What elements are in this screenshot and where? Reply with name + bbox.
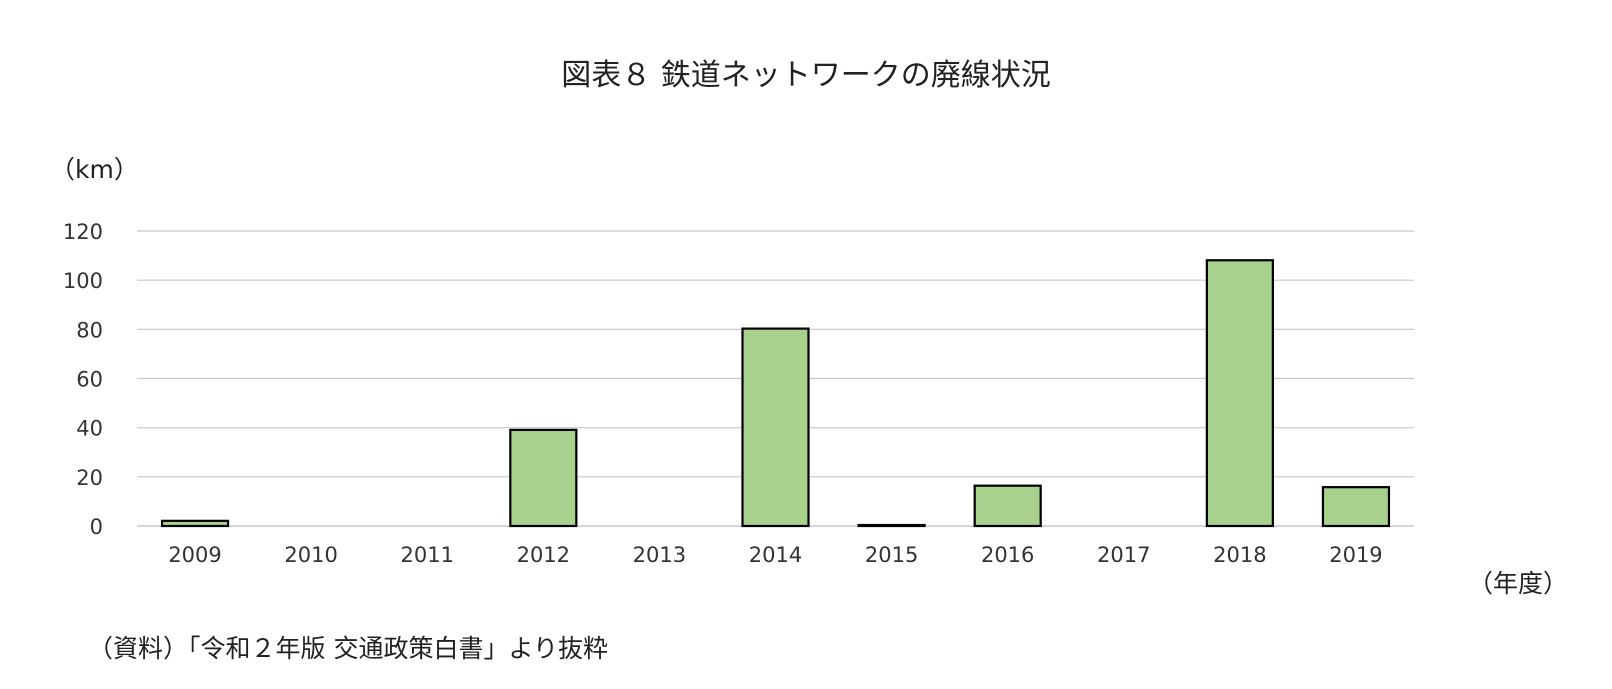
y-tick-label: 120	[63, 220, 103, 244]
bar	[741, 327, 810, 528]
y-axis-unit-label: （km）	[50, 155, 139, 184]
y-tick-label: 0	[90, 515, 103, 539]
bar	[857, 523, 926, 528]
bar	[509, 428, 578, 528]
bar	[1205, 259, 1274, 528]
chart-title: 図表８ 鉄道ネットワークの廃線状況	[561, 58, 1051, 93]
y-tick-label: 60	[76, 368, 103, 392]
x-tick-label: 2019	[1329, 543, 1382, 567]
bar	[973, 484, 1042, 528]
y-tick-label: 20	[76, 466, 103, 490]
x-tick-label: 2013	[633, 543, 686, 567]
x-tick-label: 2014	[749, 543, 802, 567]
x-axis-unit-label: （年度）	[1468, 569, 1569, 598]
x-tick-label: 2009	[168, 543, 221, 567]
x-tick-label: 2016	[981, 543, 1034, 567]
x-tick-label: 2012	[517, 543, 570, 567]
y-tick-label: 80	[76, 318, 103, 342]
x-tick-label: 2017	[1097, 543, 1150, 567]
bar	[1321, 486, 1391, 528]
x-tick-label: 2015	[865, 543, 918, 567]
x-tick-label: 2010	[284, 543, 337, 567]
x-tick-label: 2011	[401, 543, 454, 567]
y-tick-label: 40	[76, 417, 103, 441]
y-tick-label: 100	[63, 269, 103, 293]
bar	[160, 519, 230, 528]
source-note: （資料）「令和２年版 交通政策白書」より抜粋	[88, 634, 608, 663]
x-tick-label: 2018	[1213, 543, 1266, 567]
